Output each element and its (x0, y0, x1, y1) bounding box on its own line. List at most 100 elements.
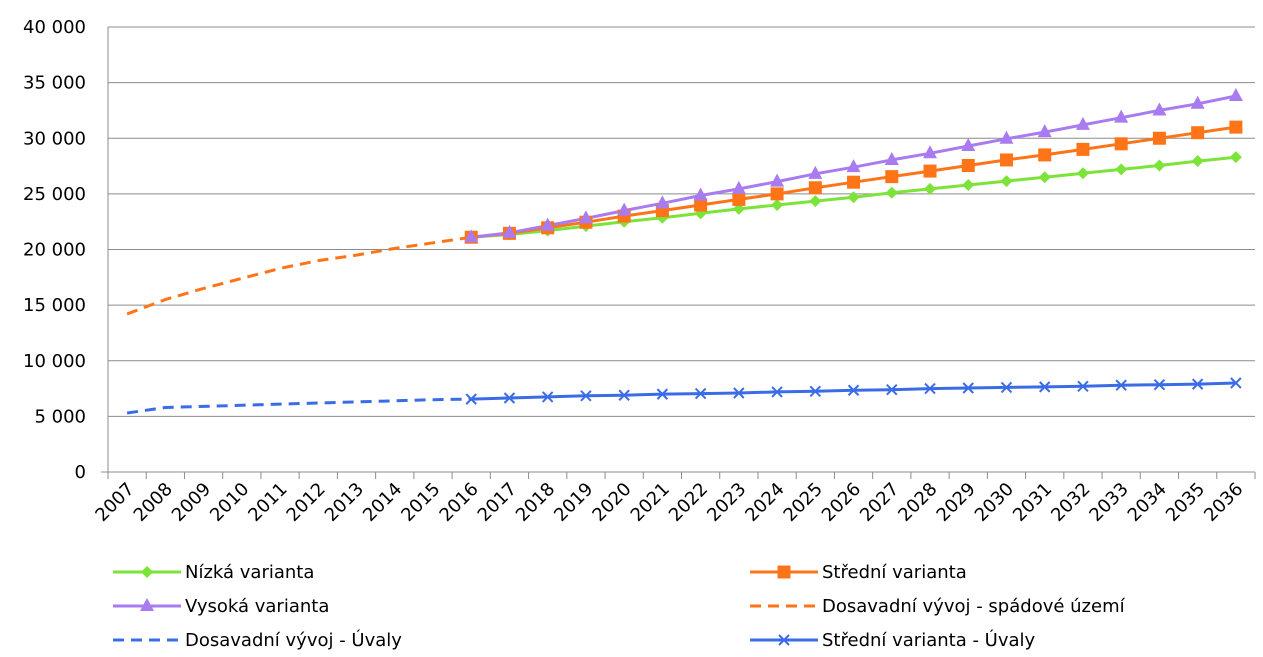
y-tick-label: 5 000 (34, 406, 86, 427)
data-point-triangle (961, 138, 976, 152)
data-point-square (847, 175, 861, 189)
data-point-x (580, 390, 592, 402)
data-point-diamond (1038, 171, 1051, 184)
data-point-x (1077, 380, 1089, 393)
x-tick-label: 2015 (397, 479, 444, 526)
x-tick-label: 2009 (168, 479, 215, 526)
y-axis-tick-labels: 0 5 000 10 000 15 000 20 000 25 000 30 000 35 0… (23, 17, 86, 483)
x-tick-label: 2035 (1162, 479, 1209, 526)
x-tick-label: 2034 (1124, 479, 1171, 526)
data-point-square (999, 153, 1013, 167)
x-tick-label: 2024 (741, 479, 788, 526)
data-point-x (618, 389, 630, 401)
x-axis-tick-labels: 2007200820092010201120122013201420152016… (91, 479, 1247, 526)
data-point-triangle (540, 217, 555, 231)
x-tick-label: 2019 (550, 479, 597, 526)
y-tick-label: 15 000 (23, 295, 86, 316)
data-point-diamond (1076, 167, 1089, 180)
data-point-square (1191, 126, 1205, 140)
x-tick-label: 2022 (665, 479, 712, 526)
data-point-x (694, 387, 707, 400)
x-tick-label: 2020 (588, 479, 635, 526)
data-point-diamond (962, 178, 975, 191)
data-point-x (886, 383, 898, 396)
legend-label-6: Střední varianta - Úvaly (822, 629, 1036, 651)
series-line-4 (126, 235, 472, 316)
x-tick-label: 2011 (244, 479, 291, 526)
x-tick-label: 2010 (206, 479, 253, 526)
x-tick-label: 2027 (856, 479, 903, 526)
data-point-x (503, 392, 516, 404)
data-point-x (771, 386, 783, 398)
series-line-5 (126, 397, 472, 415)
data-point-square (1038, 148, 1052, 162)
data-point-square (923, 164, 937, 178)
data-point-square (808, 181, 822, 195)
data-point-square (1114, 137, 1128, 151)
x-tick-label: 2029 (933, 479, 980, 526)
data-point-x (733, 387, 745, 399)
data-point-diamond (924, 182, 937, 195)
data-point-x (465, 393, 477, 405)
legend-label-1: Nízká varianta (185, 562, 314, 583)
data-point-square (1076, 142, 1090, 156)
x-tick-label: 2021 (627, 479, 674, 526)
data-point-triangle (1037, 124, 1052, 138)
data-point-triangle (999, 130, 1014, 144)
data-point-triangle (693, 187, 708, 201)
x-tick-label: 2025 (780, 479, 827, 526)
data-point-diamond (885, 186, 898, 199)
data-point-triangle (140, 598, 154, 611)
data-point-diamond (1229, 151, 1242, 164)
data-point-diamond (1191, 155, 1204, 168)
y-tick-label: 35 000 (23, 73, 86, 94)
data-point-triangle (770, 173, 785, 187)
x-tick-label: 2014 (359, 479, 406, 526)
data-point-square (770, 187, 784, 201)
data-point-x (1191, 378, 1204, 390)
data-point-x (778, 634, 790, 646)
data-point-x (924, 382, 936, 395)
data-point-triangle (464, 229, 479, 243)
data-point-triangle (846, 159, 861, 173)
data-point-triangle (578, 210, 593, 224)
data-point-square (1229, 120, 1243, 134)
data-point-diamond (1115, 163, 1128, 176)
data-point-x (1039, 381, 1051, 393)
y-tick-label: 30 000 (23, 128, 86, 149)
data-point-x (1000, 381, 1013, 394)
data-point-x (1115, 379, 1127, 391)
data-point-diamond (809, 195, 822, 208)
data-point-triangle (884, 151, 899, 165)
x-tick-label: 2026 (818, 479, 865, 526)
legend: Nízká varianta Střední varianta Vysoká var… (113, 562, 1126, 651)
x-axis (101, 471, 1256, 479)
data-point-diamond (1153, 159, 1166, 172)
data-point-square (1152, 131, 1166, 145)
data-point-x (1230, 377, 1242, 389)
x-tick-label: 2028 (894, 479, 941, 526)
data-point-diamond (847, 191, 860, 204)
data-point-triangle (502, 224, 517, 238)
data-point-x (962, 382, 974, 394)
x-tick-label: 2013 (321, 479, 368, 526)
x-tick-label: 2033 (1085, 479, 1132, 526)
x-tick-label: 2012 (283, 479, 330, 526)
data-point-diamond (771, 199, 784, 211)
x-tick-label: 2036 (1200, 479, 1247, 526)
data-point-triangle (1114, 109, 1129, 123)
x-tick-label: 2023 (703, 479, 750, 526)
legend-label-3: Vysoká varianta (185, 596, 329, 617)
data-point-triangle (731, 180, 746, 194)
x-tick-label: 2017 (474, 479, 521, 526)
y-tick-label: 20 000 (23, 240, 86, 261)
data-point-diamond (1000, 175, 1013, 188)
data-point-square (961, 159, 975, 173)
legend-label-5: Dosavadní vývoj - Úvaly (185, 629, 402, 651)
y-tick-label: 10 000 (23, 351, 86, 372)
data-point-x (809, 385, 822, 398)
data-point-triangle (1228, 87, 1243, 101)
legend-label-2: Střední varianta (822, 562, 967, 583)
data-point-diamond (141, 566, 153, 578)
